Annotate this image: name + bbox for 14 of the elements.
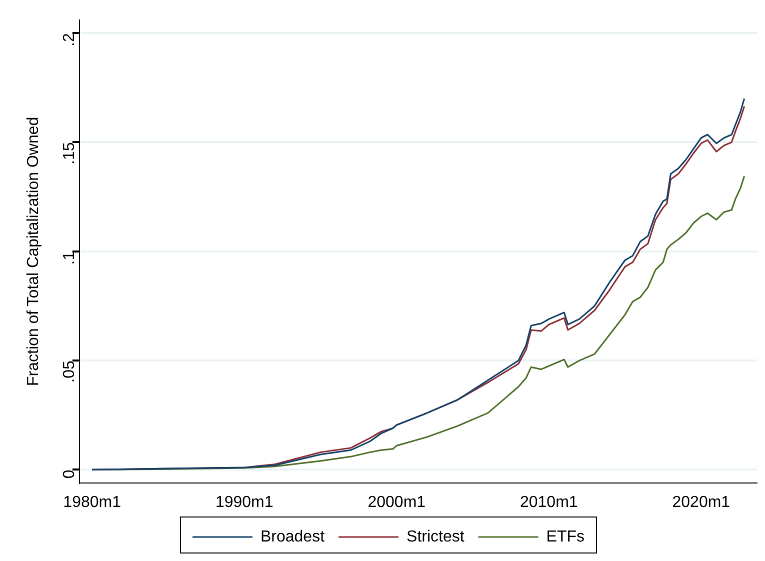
x-tick-label: 1980m1	[63, 494, 122, 511]
x-tick-label: 2000m1	[368, 494, 426, 511]
x-tick-label: 2010m1	[520, 494, 578, 511]
y-tick-label: 0	[60, 470, 78, 479]
y-tick-label: .1	[60, 251, 78, 265]
legend-label: Strictest	[406, 528, 465, 546]
legend-label: ETFs	[546, 528, 585, 546]
legend-label: Broadest	[260, 528, 326, 546]
y-tick-label: .05	[60, 360, 78, 383]
y-tick-label: .15	[60, 142, 78, 164]
x-tick-label: 1990m1	[215, 494, 274, 511]
x-tick-label: 2020m1	[672, 494, 730, 511]
y-tick-label: .2	[60, 32, 78, 46]
y-axis-title: Fraction of Total Capitalization Owned	[25, 116, 42, 386]
